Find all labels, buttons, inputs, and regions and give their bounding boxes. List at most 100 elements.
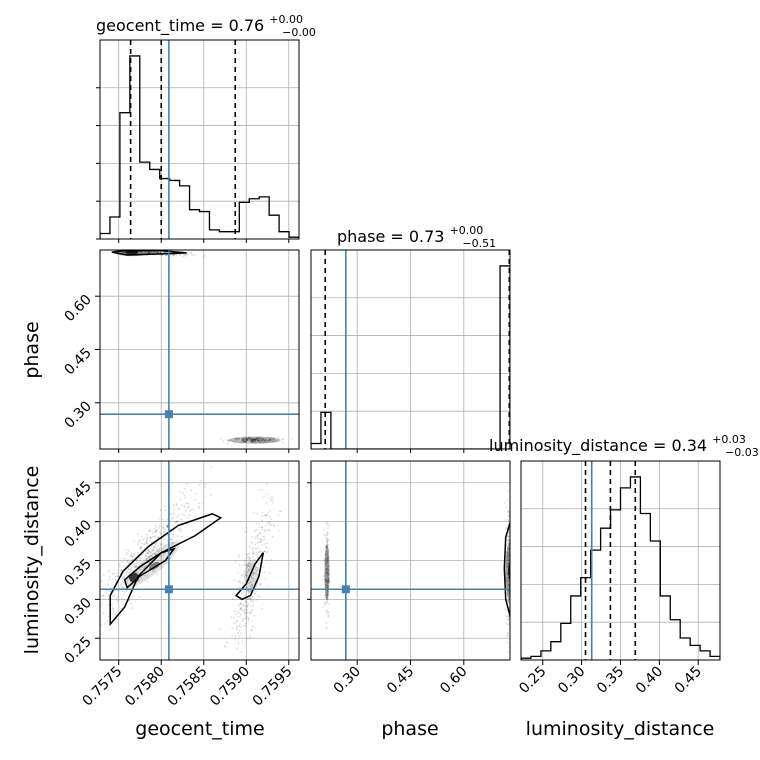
sample-point (326, 584, 329, 587)
sample-point (233, 610, 236, 613)
sample-point (242, 440, 244, 442)
sample-point (150, 551, 152, 554)
sample-point (506, 580, 509, 582)
sample-point (146, 252, 149, 254)
sample-point (251, 440, 254, 442)
sample-point (238, 564, 241, 567)
density-blob (508, 562, 510, 581)
sample-point (261, 439, 264, 441)
sample-point (324, 594, 327, 597)
sample-point (161, 518, 164, 521)
sample-point (156, 251, 159, 254)
sample-point (325, 562, 328, 565)
sample-point (269, 437, 272, 440)
sample-point (195, 492, 198, 495)
sample-point (262, 440, 265, 443)
sample-point (151, 251, 154, 254)
sample-point (277, 524, 280, 527)
sample-point (172, 524, 175, 527)
sample-point (120, 583, 123, 586)
sample-point (248, 566, 251, 569)
sample-point (507, 593, 510, 596)
sample-point (238, 585, 241, 588)
sample-point (198, 507, 200, 509)
sample-point (511, 546, 513, 548)
sample-point (266, 514, 268, 517)
sample-point (180, 518, 183, 521)
sample-point (328, 573, 331, 576)
sample-point (129, 571, 132, 574)
sample-point (225, 640, 228, 643)
sample-point (163, 530, 165, 533)
sample-point (133, 565, 136, 568)
sample-point (505, 550, 508, 553)
sample-point (250, 440, 253, 442)
sample-point (505, 616, 508, 619)
sample-point (327, 580, 330, 582)
sample-point (242, 440, 245, 443)
sample-point (133, 566, 135, 569)
sample-point (324, 557, 327, 560)
sample-point (252, 572, 254, 574)
sample-point (154, 562, 157, 564)
sample-point (255, 554, 258, 556)
sample-point (155, 526, 158, 529)
sample-point (139, 546, 142, 549)
sample-point (325, 581, 328, 583)
sample-point (256, 542, 259, 544)
sample-point (250, 599, 252, 601)
sample-point (185, 502, 188, 505)
sample-point (325, 567, 328, 570)
sample-point (327, 574, 330, 576)
sample-point (511, 593, 513, 595)
sample-point (258, 440, 260, 442)
sample-point (237, 615, 240, 618)
sample-point (323, 528, 326, 531)
sample-point (122, 251, 125, 254)
sample-point (100, 580, 103, 582)
sample-point (257, 537, 259, 540)
sample-point (90, 598, 92, 600)
sample-point (507, 515, 510, 518)
sample-point (108, 629, 111, 631)
sample-point (267, 441, 270, 444)
sample-point (247, 564, 250, 567)
sample-point (125, 572, 128, 575)
sample-point (245, 440, 247, 443)
sample-point (326, 590, 329, 592)
sample-point (326, 586, 329, 589)
sample-point (251, 439, 254, 442)
sample-point (278, 510, 281, 513)
sample-point (148, 550, 151, 553)
sample-point (260, 439, 263, 442)
sample-point (203, 254, 206, 257)
sample-point (243, 563, 246, 566)
sample-point (255, 437, 258, 439)
sample-point (136, 558, 139, 561)
sample-point (250, 576, 253, 579)
sample-point (152, 251, 155, 254)
sample-point (230, 616, 233, 619)
sample-point (248, 582, 251, 584)
sample-point (241, 620, 244, 623)
sample-point (244, 610, 247, 612)
sample-point (267, 438, 270, 441)
sample-point (245, 438, 247, 441)
sample-point (246, 566, 249, 568)
sample-point (243, 440, 246, 443)
sample-point (233, 440, 236, 443)
sample-point (261, 438, 264, 441)
sample-point (175, 521, 177, 524)
sample-point (268, 438, 271, 441)
sample-point (252, 572, 255, 574)
sample-point (507, 554, 510, 556)
xlabel-phase: phase (381, 718, 438, 740)
sample-point (260, 439, 262, 442)
sample-point (258, 583, 261, 586)
sample-point (123, 566, 126, 569)
sample-point (114, 575, 117, 578)
sample-point (249, 611, 252, 614)
sample-point (239, 632, 242, 635)
sample-point (244, 438, 247, 441)
sample-point (245, 526, 248, 529)
